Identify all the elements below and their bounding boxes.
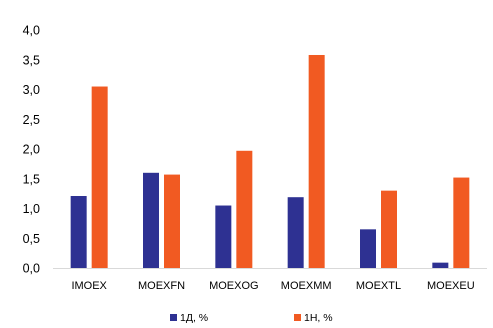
bar-series1-moexmm bbox=[287, 197, 304, 268]
y-tick-label: 4,0 bbox=[23, 24, 40, 38]
bar-series2-imoex bbox=[91, 86, 108, 269]
legend-swatch bbox=[294, 314, 301, 321]
x-category-label: IMOEX bbox=[71, 280, 107, 292]
x-category-label: MOEXMM bbox=[281, 280, 332, 292]
bar-series1-imoex bbox=[70, 196, 87, 268]
bar-series1-moextl bbox=[360, 229, 376, 268]
x-category-label: MOEXOG bbox=[209, 280, 259, 292]
bar-series2-moexmm bbox=[308, 54, 325, 268]
legend-swatch bbox=[170, 314, 177, 321]
y-axis-ticks: 0,0 0,5 1,0 1,5 2,0 2,5 3,0 3,5 4,0 bbox=[23, 24, 40, 276]
x-category-label: MOEXTL bbox=[356, 280, 401, 292]
bar-series2-moexfn bbox=[164, 174, 180, 268]
bar-series1-moexfn bbox=[143, 172, 159, 268]
legend-label: 1Н, % bbox=[304, 312, 333, 324]
y-tick-label: 0,0 bbox=[23, 262, 40, 276]
bars bbox=[70, 54, 470, 269]
y-tick-label: 1,5 bbox=[23, 172, 40, 186]
y-tick-label: 2,0 bbox=[23, 143, 40, 157]
y-tick-label: 0,5 bbox=[23, 232, 40, 246]
y-tick-label: 3,5 bbox=[23, 53, 40, 67]
y-tick-label: 1,0 bbox=[23, 202, 40, 216]
x-category-label: MOEXFN bbox=[138, 280, 185, 292]
category-labels: IMOEX MOEXFN MOEXOG MOEXMM MOEXTL MOEXEU bbox=[71, 280, 474, 292]
bar-series1-moexog bbox=[215, 205, 232, 268]
bar-series2-moexog bbox=[236, 150, 253, 268]
bar-series2-moextl bbox=[381, 190, 397, 268]
legend-label: 1Д, % bbox=[180, 312, 208, 324]
legend: 1Д, % 1Н, % bbox=[170, 312, 333, 324]
x-category-label: MOEXEU bbox=[427, 280, 475, 292]
bar-series1-moexeu bbox=[432, 262, 449, 268]
bar-series2-moexeu bbox=[453, 177, 470, 268]
y-tick-label: 3,0 bbox=[23, 83, 40, 97]
y-tick-label: 2,5 bbox=[23, 113, 40, 127]
